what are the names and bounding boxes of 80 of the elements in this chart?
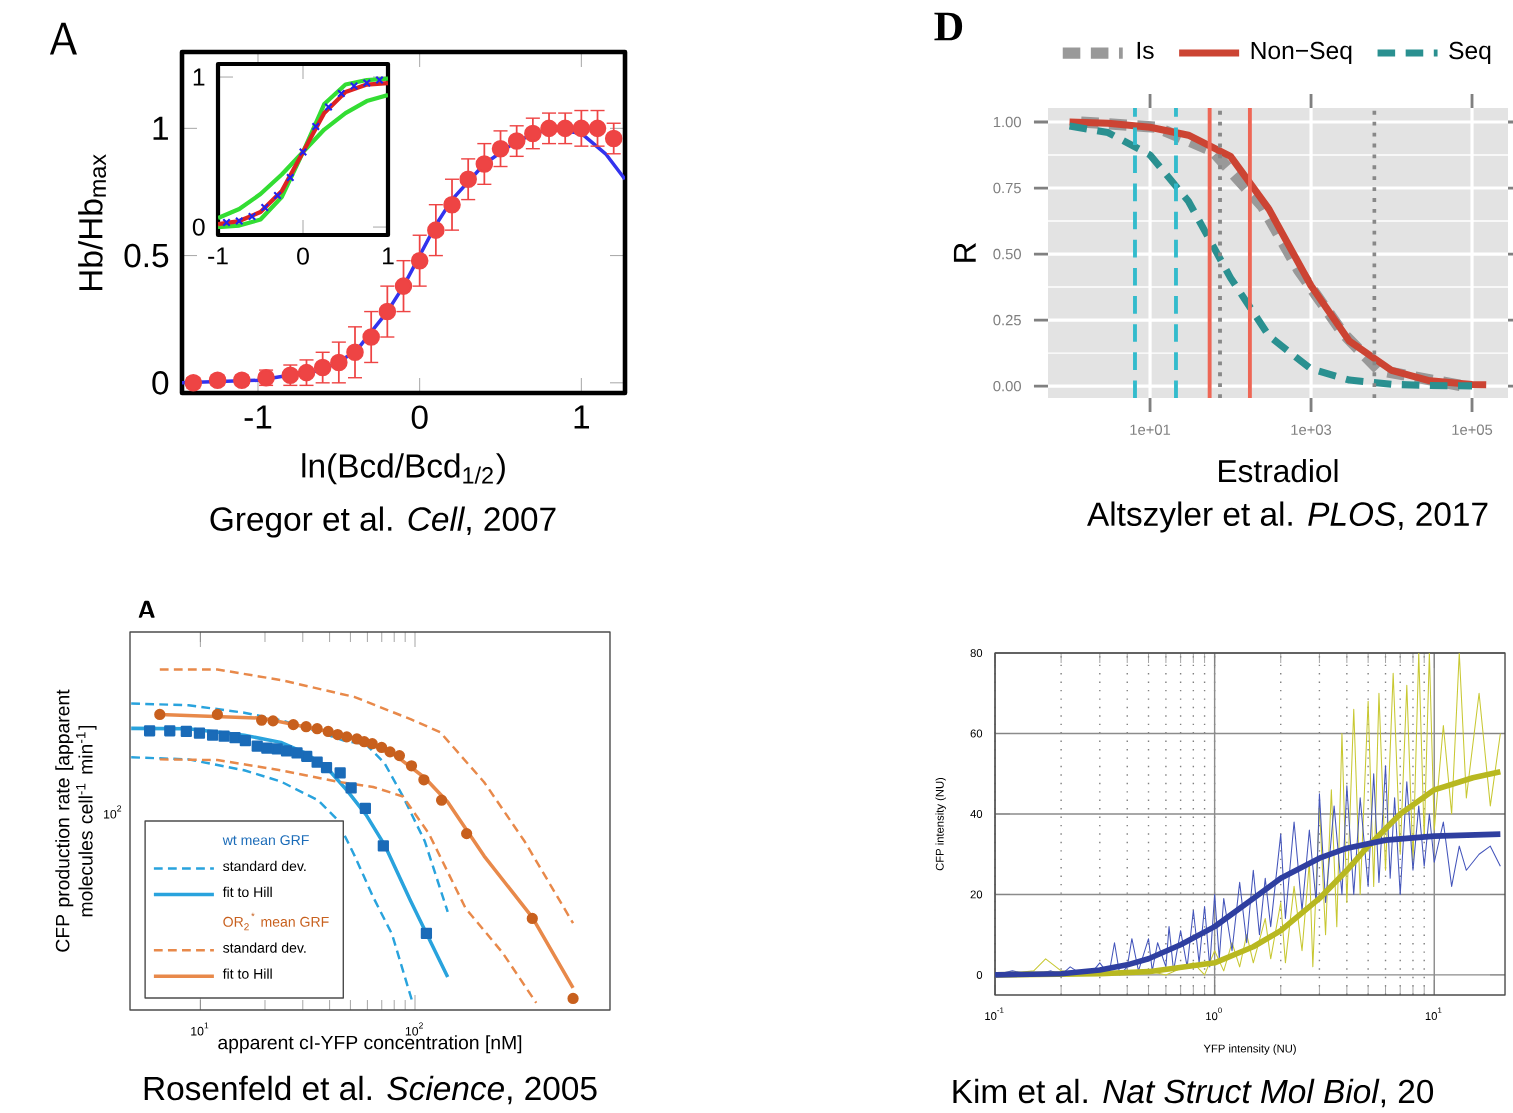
y-tick-label: 0.75 (993, 182, 1021, 194)
y-tick-label: 0.25 (993, 314, 1021, 326)
y-axis-title: Hb/Hb$_{max}$ (78, 154, 107, 291)
point (491, 139, 510, 158)
legend-label: standard dev. (223, 942, 306, 953)
y-tick-label: 0 (976, 970, 983, 979)
y-tick-label: 80 (970, 649, 983, 658)
y-tick-label: 0.50 (993, 248, 1021, 260)
legend-label: Seq (1449, 41, 1491, 65)
point (285, 173, 295, 182)
point (507, 132, 526, 150)
point (222, 218, 231, 227)
point (313, 358, 332, 377)
point (375, 75, 384, 85)
text: Kim et al. Nat Struct Mol Biol, 20 (953, 1078, 1434, 1108)
x-axis-title: ln(Bcd/Bcd$_{1/2}$) (302, 453, 505, 485)
y-axis-title: CFP intensity (NU) (935, 777, 946, 871)
text: wt mean GRF (222, 835, 309, 846)
y-tick-label: 60 (970, 729, 983, 738)
text: Altszyler et al. PLOS, 2017 (1087, 501, 1488, 533)
point (427, 221, 445, 239)
text: Rosenfeld et al. Science, 2005 (144, 1075, 597, 1105)
x-tick-label: 0 (411, 405, 428, 430)
point (336, 89, 346, 98)
point (349, 81, 359, 91)
point (475, 155, 494, 173)
text: Gregor et al. Cell, 2007 (210, 506, 556, 538)
point (311, 122, 321, 131)
y-tick-label: 1.00 (993, 116, 1021, 128)
point (556, 119, 574, 138)
x-tick-label: 1 (383, 247, 394, 265)
x-axis-title: apparent cI-YFP concentration [nM] (218, 1035, 522, 1054)
x-tick-label: 0 (297, 247, 309, 265)
point (588, 119, 607, 138)
y-tick-label: 0.00 (993, 380, 1021, 392)
x-tick-label: -1 (208, 247, 228, 265)
legend-label: standard dev. (223, 860, 306, 872)
point (324, 102, 333, 112)
point (260, 203, 270, 212)
chart-title: A (49, 22, 77, 55)
point (572, 119, 591, 138)
y-tick-label: 0 (152, 371, 169, 395)
chart-title: A (138, 600, 155, 618)
x-tick-label: 1e+05 (1452, 424, 1493, 435)
legend-label: fit to Hill (222, 886, 272, 898)
y-tick-label: 40 (970, 810, 983, 818)
x-tick-label: 1e+01 (1130, 424, 1171, 435)
point (346, 343, 364, 362)
legend-label: fit to Hill (222, 968, 272, 979)
y-tick-label: 20 (970, 890, 983, 899)
y-axis-title: R (953, 243, 976, 262)
point (459, 170, 477, 189)
x-axis-title: YFP intensity (NU) (1203, 1044, 1296, 1055)
point (524, 124, 542, 143)
point (540, 119, 558, 138)
point (394, 277, 413, 295)
x-tick-label: -1 (244, 405, 272, 429)
y-tick-label: 1 (153, 116, 168, 140)
y-tick-label: 0.5 (124, 243, 169, 268)
point (378, 302, 397, 321)
point (604, 129, 623, 148)
point (273, 191, 282, 200)
x-tick-label: 10$^{1}$ (191, 1022, 209, 1036)
text: 10$^{2}$ (104, 805, 122, 819)
point (234, 216, 244, 226)
point (410, 251, 429, 270)
chart-title: D (934, 12, 963, 41)
point (297, 363, 316, 382)
text: OR$_{2}$$^{*}$ mean GRF (223, 912, 329, 931)
point (362, 78, 372, 88)
point (298, 147, 308, 157)
x-axis-title: Estradiol (1219, 459, 1338, 483)
point (362, 328, 380, 346)
legend-label: Is (1137, 41, 1154, 60)
x-tick-label: 1 (574, 405, 589, 429)
point (443, 195, 461, 214)
x-tick-label: 1e+03 (1291, 424, 1332, 435)
point (330, 353, 348, 372)
legend-label: Non−Seq (1251, 41, 1352, 65)
point (247, 212, 257, 221)
